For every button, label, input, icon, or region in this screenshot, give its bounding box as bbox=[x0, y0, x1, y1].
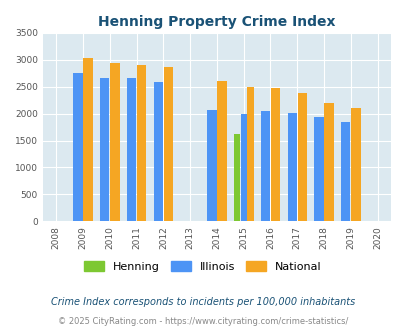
Bar bbox=[153, 82, 162, 221]
Bar bbox=[83, 58, 93, 221]
Bar bbox=[110, 63, 119, 221]
Bar bbox=[136, 65, 146, 221]
Bar bbox=[240, 114, 246, 221]
Bar bbox=[247, 87, 253, 221]
Bar bbox=[270, 88, 279, 221]
Bar bbox=[217, 82, 226, 221]
Bar bbox=[297, 93, 306, 221]
Text: © 2025 CityRating.com - https://www.cityrating.com/crime-statistics/: © 2025 CityRating.com - https://www.city… bbox=[58, 317, 347, 326]
Bar bbox=[163, 67, 173, 221]
Legend: Henning, Illinois, National: Henning, Illinois, National bbox=[79, 257, 326, 277]
Bar bbox=[100, 78, 109, 221]
Title: Henning Property Crime Index: Henning Property Crime Index bbox=[98, 15, 335, 29]
Bar bbox=[350, 108, 360, 221]
Bar bbox=[260, 111, 269, 221]
Bar bbox=[324, 103, 333, 221]
Bar bbox=[73, 73, 83, 221]
Bar bbox=[340, 122, 350, 221]
Bar bbox=[287, 113, 296, 221]
Bar bbox=[233, 134, 239, 221]
Bar bbox=[207, 111, 216, 221]
Bar bbox=[313, 117, 323, 221]
Text: Crime Index corresponds to incidents per 100,000 inhabitants: Crime Index corresponds to incidents per… bbox=[51, 297, 354, 307]
Bar bbox=[126, 78, 136, 221]
